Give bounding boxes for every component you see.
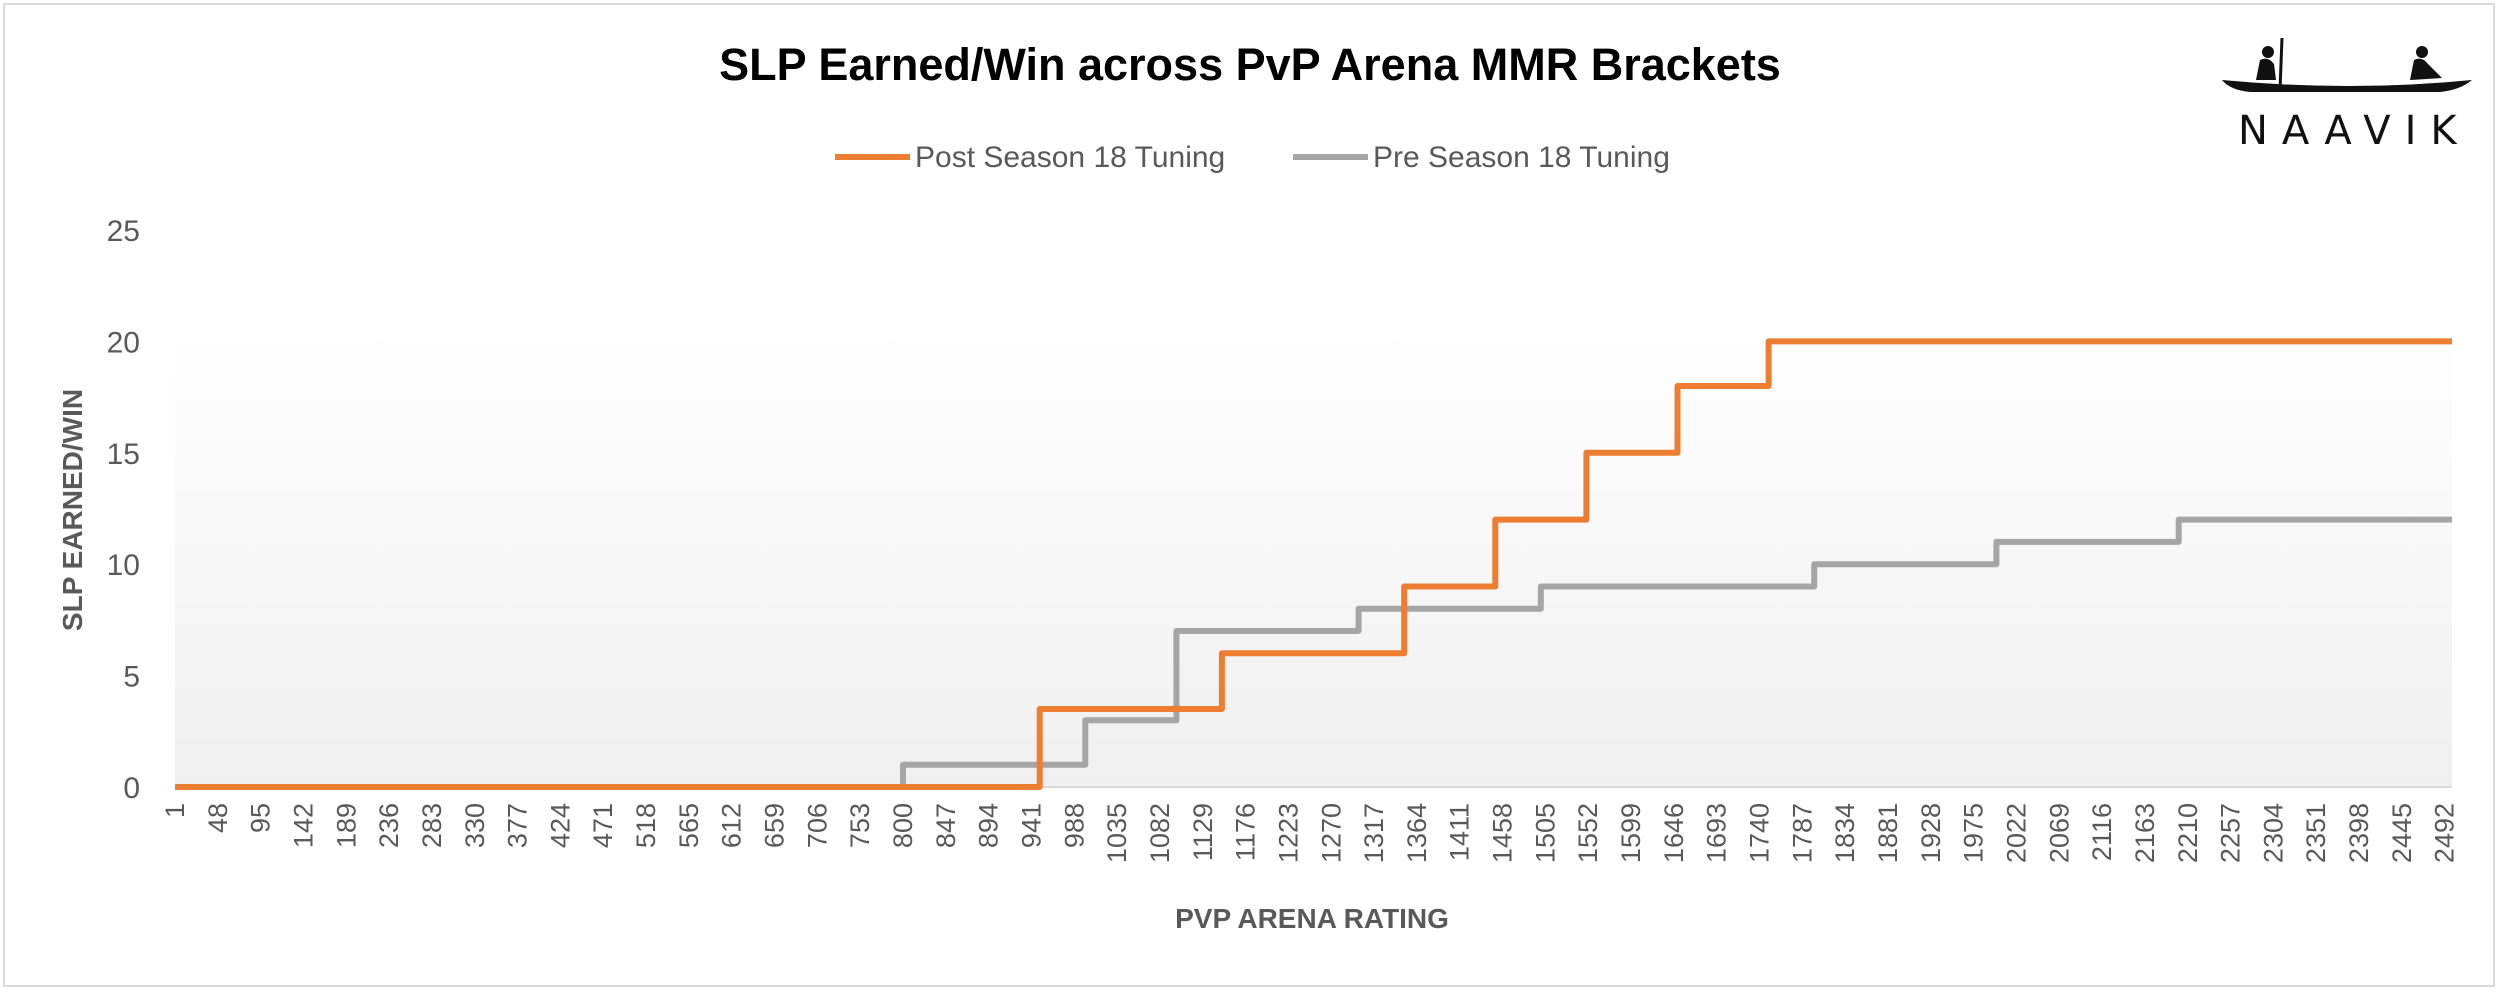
x-tick-label: 800 — [888, 803, 918, 848]
x-tick-label: 1317 — [1359, 803, 1389, 863]
series-layer — [175, 338, 2452, 790]
x-tick-label: 1928 — [1916, 803, 1946, 863]
x-tick-label: 48 — [203, 803, 233, 833]
x-tick-label: 1035 — [1102, 803, 1132, 863]
x-tick-label: 142 — [288, 803, 318, 848]
x-axis: 1 48 95 142 189 236 283 330 377 424 471 518 565 612 65… — [160, 786, 2460, 863]
x-tick-label: 1834 — [1830, 803, 1860, 863]
y-tick-label: 10 — [107, 549, 140, 582]
x-tick-label: 1646 — [1659, 803, 1689, 863]
x-tick-label: 2257 — [2216, 803, 2246, 863]
brand-name: NAAVIK — [2238, 108, 2471, 154]
x-tick-label: 2398 — [2344, 803, 2374, 863]
x-tick-label: 1505 — [1530, 803, 1560, 863]
y-tick-label: 5 — [123, 661, 140, 694]
x-tick-label: 377 — [503, 803, 533, 848]
x-tick-label: 1975 — [1959, 803, 1989, 863]
plot-area — [175, 331, 2452, 787]
x-tick-label: 753 — [845, 803, 875, 848]
x-tick-label: 236 — [374, 803, 404, 848]
x-tick-label: 330 — [460, 803, 490, 848]
x-tick-label: 1223 — [1273, 803, 1303, 863]
x-tick-label: 1129 — [1188, 803, 1218, 861]
x-tick-label: 612 — [717, 803, 747, 848]
y-tick-label: 25 — [107, 215, 140, 248]
series-post-season-18 — [175, 338, 2452, 790]
x-tick-label: 1 — [160, 803, 190, 818]
x-tick-label: 565 — [674, 803, 704, 848]
chart-title: SLP Earned/Win across PvP Arena MMR Brac… — [719, 39, 1781, 90]
y-axis-title: SLP EARNED/WIN — [57, 389, 88, 631]
x-tick-label: 2304 — [2258, 803, 2288, 863]
x-tick-label: 189 — [331, 803, 361, 848]
x-tick-label: 1176 — [1231, 803, 1261, 861]
legend-label: Post Season 18 Tuning — [915, 141, 1225, 174]
x-tick-label: 95 — [246, 803, 276, 833]
x-tick-label: 2116 — [2087, 803, 2117, 861]
x-tick-label: 988 — [1059, 803, 1089, 848]
x-tick-label: 1693 — [1702, 803, 1732, 863]
y-axis: 0 5 10 15 20 25 — [107, 215, 140, 805]
x-tick-label: 1740 — [1745, 803, 1775, 863]
x-tick-label: 1787 — [1787, 803, 1817, 863]
x-tick-label: 1458 — [1488, 803, 1518, 863]
x-tick-label: 1599 — [1616, 803, 1646, 863]
x-tick-label: 941 — [1016, 803, 1046, 848]
x-tick-label: 1881 — [1873, 803, 1903, 863]
x-tick-label: 659 — [760, 803, 790, 848]
x-tick-label: 283 — [417, 803, 447, 848]
x-tick-label: 706 — [802, 803, 832, 848]
y-tick-label: 0 — [123, 772, 140, 805]
x-tick-label: 1552 — [1573, 803, 1603, 863]
x-tick-label: 471 — [588, 803, 618, 848]
x-tick-label: 1082 — [1145, 803, 1175, 863]
x-tick-label: 424 — [545, 803, 575, 848]
x-tick-label: 518 — [631, 803, 661, 848]
series-pre-season-18 — [175, 516, 2452, 790]
x-tick-label: 2022 — [2001, 803, 2031, 863]
x-tick-label: 894 — [974, 803, 1004, 848]
legend-label: Pre Season 18 Tuning — [1373, 141, 1670, 174]
x-tick-label: 2351 — [2301, 803, 2331, 863]
x-tick-label: 847 — [931, 803, 961, 848]
x-tick-label: 1270 — [1316, 803, 1346, 863]
x-tick-label: 2069 — [2044, 803, 2074, 863]
legend: Post Season 18 Tuning Pre Season 18 Tunin… — [835, 141, 1670, 174]
y-tick-label: 20 — [107, 326, 140, 359]
y-tick-label: 15 — [107, 438, 140, 471]
x-tick-label: 2445 — [2387, 803, 2417, 863]
canoe-icon — [2222, 37, 2472, 92]
x-tick-label: 2492 — [2430, 803, 2460, 863]
x-tick-label: 2210 — [2173, 803, 2203, 863]
x-tick-label: 1364 — [1402, 803, 1432, 863]
x-tick-label: 1411 — [1445, 803, 1475, 861]
x-tick-label: 2163 — [2130, 803, 2160, 863]
x-axis-title: PVP ARENA RATING — [1175, 903, 1449, 934]
